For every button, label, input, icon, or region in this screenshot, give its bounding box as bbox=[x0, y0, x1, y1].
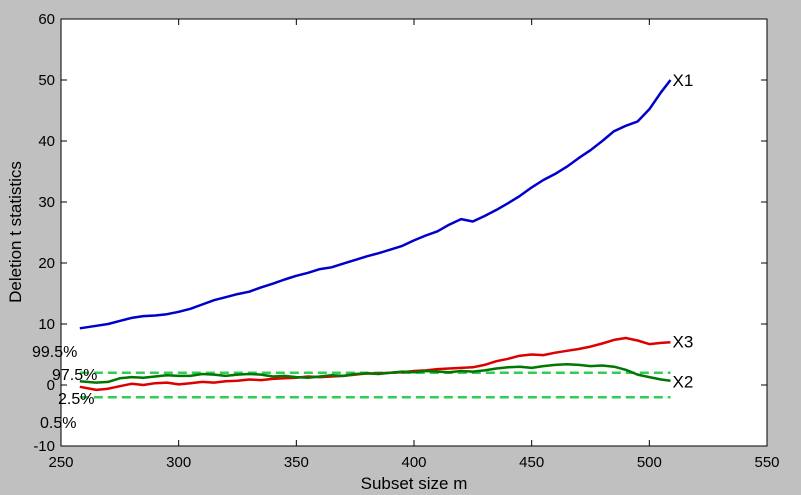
x-tick-label: 500 bbox=[637, 454, 662, 471]
x-tick-label: 400 bbox=[401, 454, 426, 471]
y-axis-label: Deletion t statistics bbox=[6, 161, 25, 303]
series-label-x3: X3 bbox=[673, 332, 694, 351]
y-tick-label: 20 bbox=[38, 255, 55, 272]
x-tick-label: 250 bbox=[48, 454, 73, 471]
series-line-x1 bbox=[79, 79, 672, 330]
y-tick-label: 30 bbox=[38, 194, 55, 211]
x-axis-ticks: 250 300 350 400 450 500 550 bbox=[48, 19, 780, 471]
y-tick-label: 10 bbox=[38, 316, 55, 333]
band-label: 99.5% bbox=[32, 344, 77, 361]
x-tick-label: 450 bbox=[519, 454, 544, 471]
x-tick-label: 550 bbox=[754, 454, 779, 471]
y-tick-label: 0 bbox=[47, 377, 55, 394]
band-label: 0.5% bbox=[40, 415, 76, 432]
series-label-x1: X1 bbox=[673, 71, 694, 90]
series-label-x2: X2 bbox=[673, 373, 694, 392]
y-tick-label: 50 bbox=[38, 72, 55, 89]
x-axis-label: Subset size m bbox=[361, 474, 468, 493]
x-tick-label: 300 bbox=[166, 454, 191, 471]
series-labels: X1 X3 X2 bbox=[673, 71, 694, 392]
series-line-x2 bbox=[79, 363, 671, 384]
series-lines bbox=[79, 79, 672, 392]
band-labels: 99.5% 97.5% 2.5% 0.5% bbox=[32, 344, 97, 432]
y-tick-label: 60 bbox=[38, 11, 55, 28]
band-label: 2.5% bbox=[58, 391, 94, 408]
y-tick-label: -10 bbox=[33, 438, 55, 455]
x-tick-label: 350 bbox=[284, 454, 309, 471]
y-tick-label: 40 bbox=[38, 133, 55, 150]
band-label: 97.5% bbox=[52, 367, 97, 384]
y-axis-ticks: -10 0 10 20 30 40 50 60 bbox=[33, 11, 767, 455]
